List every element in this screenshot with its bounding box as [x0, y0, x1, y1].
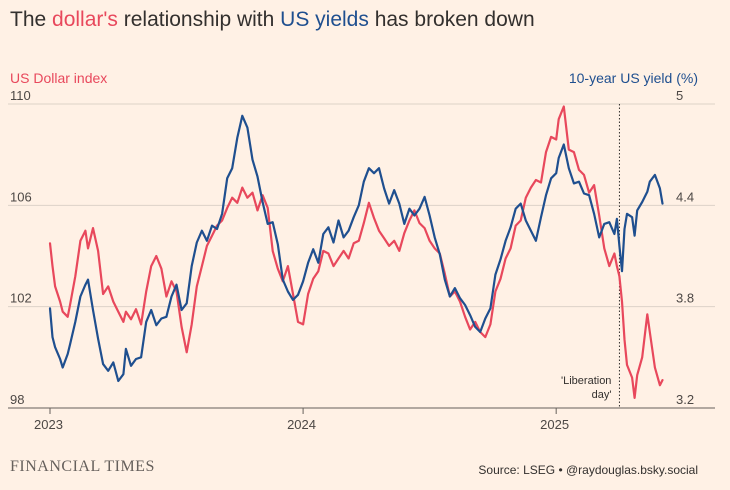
title-dollar-word: dollar's	[52, 8, 118, 31]
annotation-text: 'Liberation	[561, 375, 611, 387]
annotation-text: day'	[592, 389, 612, 401]
x-tick-label: 2023	[34, 417, 63, 432]
right-tick-label: 3.2	[676, 392, 694, 407]
right-axis-label: 10-year US yield (%)	[568, 70, 698, 86]
x-tick-label: 2024	[287, 417, 316, 432]
right-tick-label: 4.4	[676, 189, 694, 204]
left-tick-label: 102	[10, 291, 32, 306]
x-tick-label: 2025	[540, 417, 569, 432]
title-part-3: relationship with	[117, 8, 281, 31]
right-tick-label: 3.8	[676, 291, 694, 306]
ft-brand-logo: FINANCIAL TIMES	[10, 458, 155, 475]
left-axis-ticks: 110 106 102 98	[10, 88, 32, 407]
right-axis-ticks: 5 4.4 3.8 3.2	[676, 88, 694, 407]
chart-title: The dollar's relationship with US yields…	[10, 8, 535, 32]
yield-line	[48, 114, 664, 383]
dollar-index-line	[48, 105, 664, 399]
left-axis-label: US Dollar index	[10, 70, 108, 86]
left-tick-label: 110	[10, 88, 31, 103]
title-part-1: The	[10, 8, 53, 31]
right-tick-label: 5	[676, 88, 683, 103]
source-note: Source: LSEG • @raydouglas.bsky.social	[478, 463, 698, 477]
left-tick-label: 106	[10, 189, 32, 204]
series-lines	[48, 105, 664, 399]
title-yields-word: US yields	[280, 8, 369, 31]
title-part-5: has broken down	[368, 8, 535, 31]
left-tick-label: 98	[10, 392, 24, 407]
x-axis: 2023 2024 2025	[8, 407, 715, 432]
